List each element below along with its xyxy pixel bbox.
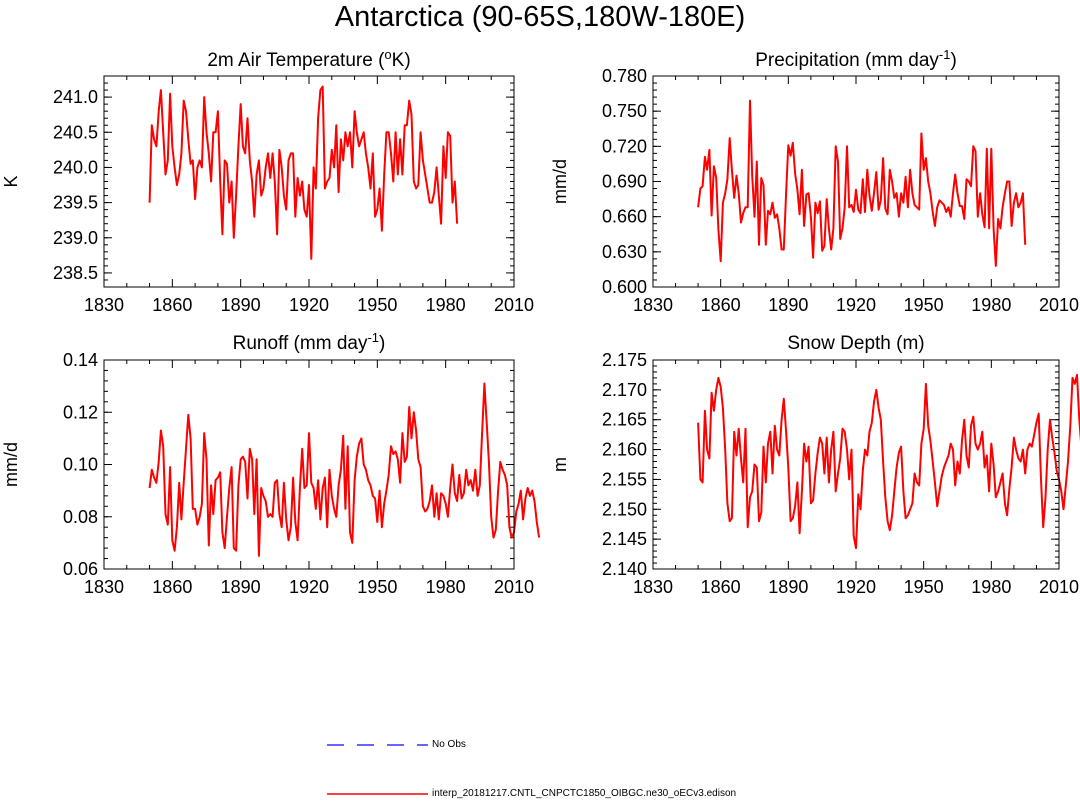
y-tick-label: 0.08 (63, 507, 98, 527)
x-axis: 1830 1860 1890 1920 1950 1980 2010 (633, 76, 1079, 315)
y-tick-label: 2.150 (602, 499, 647, 519)
legend-obs-label: No Obs (432, 739, 466, 750)
y-axis: 2.140 2.145 2.150 2.155 2.160 2.165 2.170 2.175 (602, 350, 1059, 579)
plot-frame (652, 359, 1060, 570)
y-tick-label: 2.155 (602, 469, 647, 489)
plot-frame (103, 75, 515, 288)
x-tick-label: 1920 (289, 577, 329, 597)
y-tick-label: 239.0 (53, 228, 98, 248)
series-line (148, 85, 459, 260)
x-tick-label: 1860 (152, 295, 192, 315)
plot-frame (103, 359, 515, 570)
y-tick-label: 2.165 (602, 410, 647, 430)
x-tick-label: 1920 (289, 295, 329, 315)
y-tick-label: 0.10 (63, 455, 98, 475)
x-tick-label: 2010 (494, 577, 534, 597)
y-tick-label: 2.175 (602, 350, 647, 370)
panel-1: 2m Air Temperature (oK) K 1830 1860 1890 1920… (1, 47, 534, 315)
y-tick-label: 0.780 (602, 66, 647, 86)
y-tick-label: 2.170 (602, 380, 647, 400)
x-tick-label: 1890 (768, 295, 808, 315)
y-tick-label: 239.5 (53, 193, 98, 213)
x-tick-label: 1860 (152, 577, 192, 597)
x-tick-label: 1890 (768, 577, 808, 597)
x-tick-label: 2010 (1039, 577, 1079, 597)
y-axis-label: mm/d (1, 442, 21, 487)
x-tick-label: 2010 (494, 295, 534, 315)
plot-frame (652, 75, 1060, 288)
x-tick-label: 1980 (426, 577, 466, 597)
y-tick-label: 0.690 (602, 172, 647, 192)
x-tick-label: 1950 (904, 295, 944, 315)
y-tick-label: 0.660 (602, 207, 647, 227)
panel-2: Precipitation (mm day-1) mm/d 1830 1860 1890… (550, 47, 1079, 315)
y-tick-label: 0.12 (63, 402, 98, 422)
x-tick-label: 1830 (84, 295, 124, 315)
x-tick-label: 1950 (357, 577, 397, 597)
y-axis: 238.5 239.0 239.5 240.0 240.5 241.0 (53, 75, 514, 288)
y-tick-label: 2.160 (602, 440, 647, 460)
y-tick-label: 0.14 (63, 350, 98, 370)
y-tick-label: 2.140 (602, 559, 647, 579)
series-line (697, 373, 1080, 550)
y-axis-label: m (550, 457, 570, 472)
x-tick-label: 1830 (84, 577, 124, 597)
x-tick-label: 1980 (971, 295, 1011, 315)
y-tick-label: 241.0 (53, 87, 98, 107)
x-tick-label: 1980 (426, 295, 466, 315)
panel-title: Snow Depth (m) (787, 333, 924, 354)
y-tick-label: 0.06 (63, 559, 98, 579)
y-tick-label: 0.600 (602, 277, 647, 297)
x-tick-label: 1920 (836, 577, 876, 597)
y-axis-label: mm/d (550, 159, 570, 204)
series-line (697, 99, 1027, 267)
x-tick-label: 1830 (633, 577, 673, 597)
y-tick-label: 0.750 (602, 101, 647, 121)
x-tick-label: 2010 (1039, 295, 1079, 315)
y-tick-label: 238.5 (53, 263, 98, 283)
y-axis: 0.600 0.630 0.660 0.690 0.720 0.750 0.780 (602, 66, 1059, 297)
y-axis: 0.06 0.08 0.10 0.12 0.14 (63, 350, 514, 579)
x-axis: 1830 1860 1890 1920 1950 1980 2010 (84, 76, 534, 315)
panel-title: 2m Air Temperature (oK) (207, 47, 410, 71)
page-title: Antarctica (90-65S,180W-180E) (334, 1, 746, 33)
y-tick-label: 2.145 (602, 529, 647, 549)
x-tick-label: 1920 (836, 295, 876, 315)
x-tick-label: 1980 (971, 577, 1011, 597)
x-tick-label: 1950 (904, 577, 944, 597)
y-tick-label: 0.720 (602, 136, 647, 156)
x-tick-label: 1860 (701, 295, 741, 315)
x-axis: 1830 1860 1890 1920 1950 1980 2010 (84, 360, 534, 597)
series-line (148, 382, 541, 557)
panel-title: Precipitation (mm day-1) (755, 47, 957, 71)
y-tick-label: 240.0 (53, 157, 98, 177)
x-tick-label: 1830 (633, 295, 673, 315)
x-tick-label: 1890 (221, 577, 261, 597)
panel-3: Runoff (mm day-1) mm/d 1830 1860 1890 1920 195… (1, 330, 541, 597)
x-tick-label: 1950 (357, 295, 397, 315)
y-tick-label: 240.5 (53, 122, 98, 142)
legend-model-label: interp_20181217.CNTL_CNPCTC1850_OIBGC.ne… (432, 788, 737, 799)
x-tick-label: 1890 (221, 295, 261, 315)
y-axis-label: K (1, 175, 21, 187)
panel-title: Runoff (mm day-1) (233, 330, 386, 354)
y-tick-label: 0.630 (602, 242, 647, 262)
x-tick-label: 1860 (701, 577, 741, 597)
